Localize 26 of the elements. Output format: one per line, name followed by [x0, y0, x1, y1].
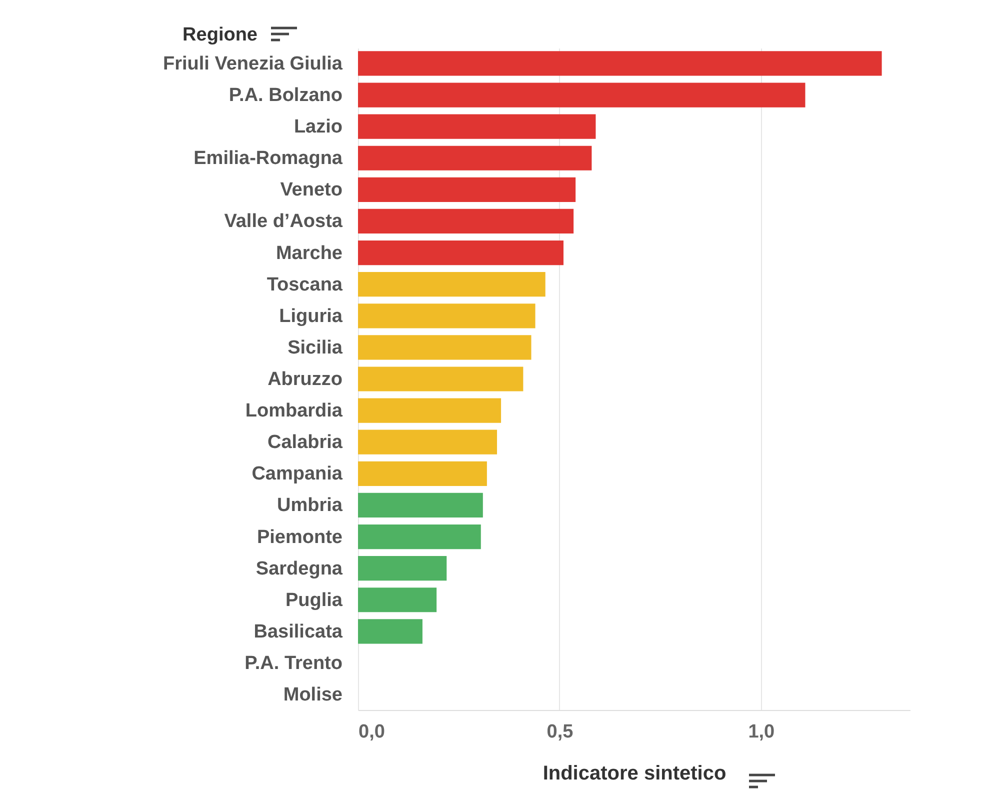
x-tick-label: 0,0: [358, 722, 385, 742]
y-tick-label: Calabria: [268, 432, 343, 454]
y-tick-label: Sardegna: [256, 558, 343, 580]
y-tick-label: Valle d’Aosta: [224, 211, 343, 232]
x-axis-title: Indicatore sintetico: [542, 762, 726, 784]
y-tick-label: Puglia: [285, 590, 343, 611]
y-tick-label: Molise: [283, 684, 342, 706]
y-tick-label: Marche: [276, 242, 342, 264]
y-tick-label: P.A. Trento: [244, 652, 342, 674]
y-tick-label: Sicilia: [288, 337, 343, 358]
y-tick-label: Abruzzo: [268, 369, 342, 390]
y-axis-title: Regione: [182, 24, 258, 46]
y-tick-label: Lazio: [294, 116, 342, 138]
y-tick-label: Umbria: [277, 495, 343, 516]
y-tick-label: Liguria: [279, 306, 343, 327]
y-tick-label: Campania: [252, 464, 343, 485]
y-tick-label: Friuli Venezia Giulia: [163, 53, 343, 74]
y-tick-label: Lombardia: [245, 400, 343, 422]
y-tick-label: Piemonte: [256, 526, 342, 548]
x-tick-label: 1,0: [748, 722, 775, 742]
y-tick-label: P.A. Bolzano: [228, 85, 342, 106]
y-tick-label: Basilicata: [254, 621, 343, 642]
y-tick-label: Toscana: [266, 274, 343, 296]
y-tick-label: Veneto: [280, 180, 342, 201]
y-tick-label: Emilia-Romagna: [194, 148, 343, 170]
x-tick-label: 0,5: [546, 722, 574, 742]
